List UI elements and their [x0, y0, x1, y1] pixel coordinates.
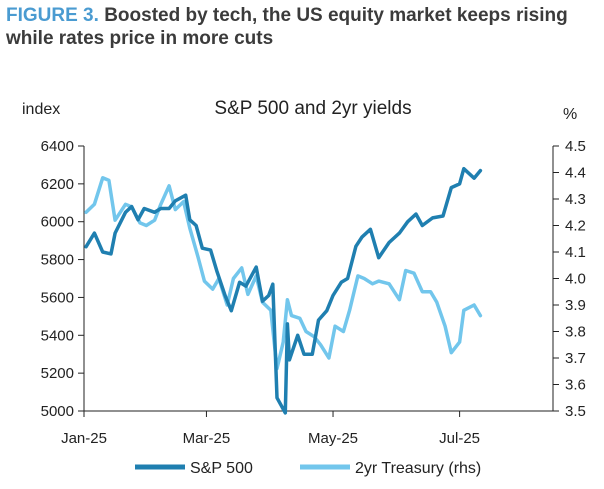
- legend-label-treasury: 2yr Treasury (rhs): [355, 460, 481, 477]
- figure-title: Boosted by tech, the US equity market ke…: [6, 5, 568, 49]
- right-tick-label: 4.5: [565, 138, 586, 155]
- right-tick-label: 4.3: [565, 191, 586, 208]
- series-line-sp500: [84, 166, 483, 415]
- left-tick-label: 6000: [41, 214, 74, 231]
- figure-label: FIGURE 3.: [6, 5, 99, 26]
- right-tick-label: 4.1: [565, 244, 586, 261]
- x-tick-label: Mar-25: [183, 430, 231, 447]
- chart-title: S&P 500 and 2yr yields: [214, 98, 411, 119]
- left-tick-label: 6200: [41, 176, 74, 193]
- legend: S&P 500 2yr Treasury (rhs): [135, 460, 481, 477]
- right-tick-label: 4.0: [565, 271, 586, 288]
- x-tick-label: May-25: [308, 430, 358, 447]
- right-tick-label: 3.8: [565, 324, 586, 341]
- right-tick-label: 3.6: [565, 377, 586, 394]
- figure-header: FIGURE 3. Boosted by tech, the US equity…: [6, 4, 598, 50]
- left-tick-label: 5800: [41, 252, 74, 269]
- left-tick-label: 5400: [41, 327, 74, 344]
- x-tick-label: Jul-25: [439, 430, 480, 447]
- left-axis-ticks: 5000 5200 5400 5600 5800 6000 6200 6400: [41, 138, 84, 420]
- legend-label-sp500: S&P 500: [190, 460, 253, 477]
- right-tick-label: 3.7: [565, 350, 586, 367]
- right-tick-label: 4.2: [565, 218, 586, 235]
- left-tick-label: 6400: [41, 138, 74, 155]
- right-axis-ticks: 3.5 3.6 3.7 3.8 3.9 4.0 4.1 4.2 4.3 4.4 4.5: [553, 138, 586, 420]
- left-axis-unit: index: [22, 101, 60, 118]
- right-tick-label: 4.4: [565, 165, 586, 182]
- left-tick-label: 5200: [41, 365, 74, 382]
- left-tick-label: 5600: [41, 289, 74, 306]
- x-axis-ticks: Jan-25 Mar-25 May-25 Jul-25: [61, 411, 480, 447]
- right-axis-unit: %: [563, 106, 577, 123]
- left-tick-label: 5000: [41, 403, 74, 420]
- series-line-treasury: [84, 176, 483, 371]
- right-tick-label: 3.9: [565, 297, 586, 314]
- series-lines: [84, 166, 483, 415]
- right-tick-label: 3.5: [565, 403, 586, 420]
- x-tick-label: Jan-25: [61, 430, 107, 447]
